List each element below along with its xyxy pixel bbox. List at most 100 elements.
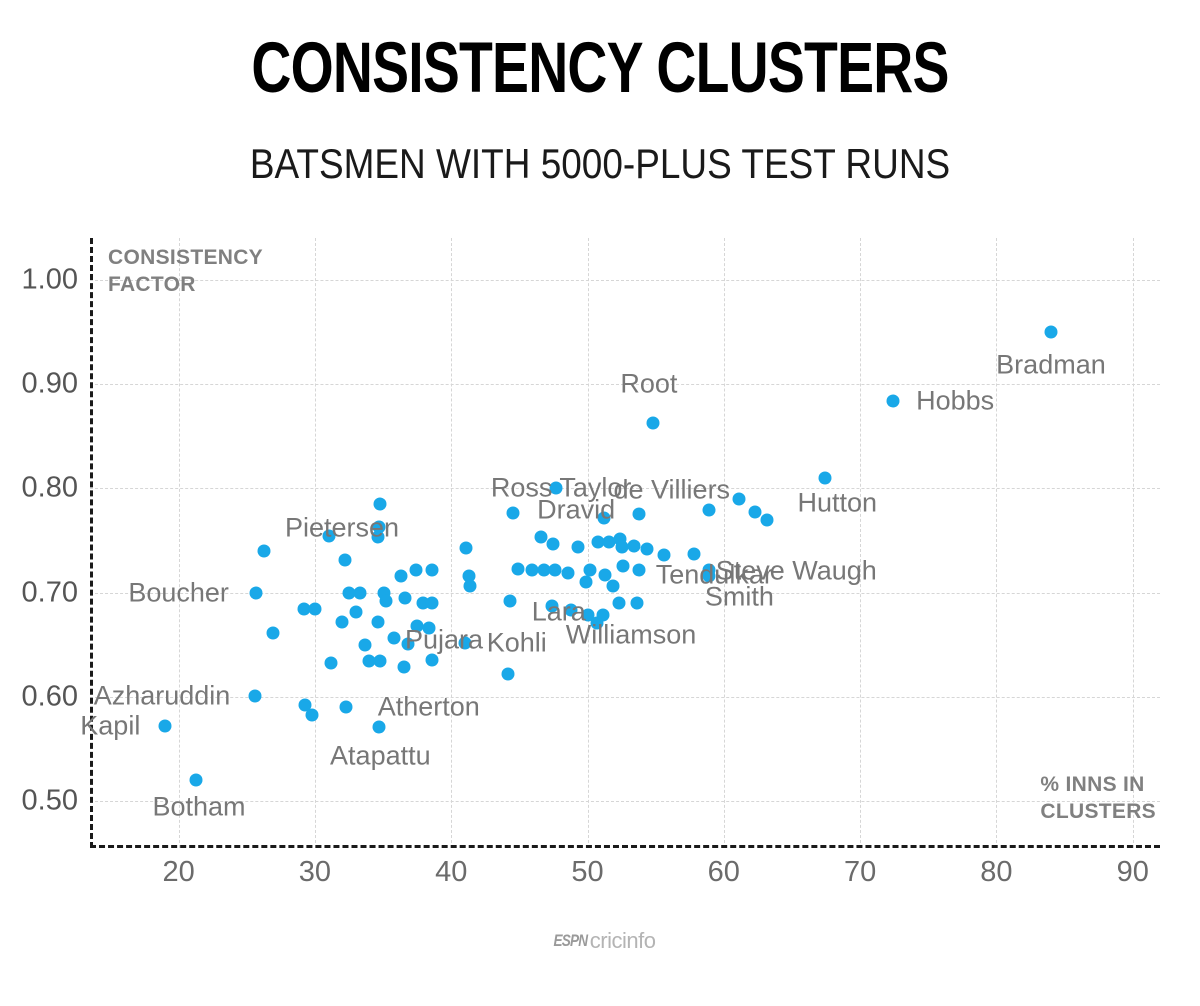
point-label-kohli: Kohli — [486, 627, 547, 658]
data-point-smith — [702, 569, 716, 583]
y-axis-tick-label: 0.50 — [21, 784, 78, 817]
x-axis-tick-label: 30 — [298, 856, 332, 888]
point-label-pietersen: Pietersen — [285, 512, 400, 543]
data-point-azharuddin — [248, 689, 262, 703]
point-label-root: Root — [620, 368, 678, 399]
data-point — [545, 599, 559, 613]
data-point — [616, 559, 630, 573]
gridline-horizontal — [90, 279, 1160, 281]
data-point — [397, 660, 410, 674]
x-axis-label: % INNS IN CLUSTERS — [1040, 773, 1156, 823]
gridline-vertical — [314, 238, 316, 848]
data-point — [372, 520, 386, 534]
data-point — [373, 654, 387, 668]
data-point — [630, 596, 644, 610]
espncricinfo-logo: ESPN cricinfo — [545, 928, 656, 954]
data-point — [401, 637, 415, 651]
data-point-bradman — [1044, 325, 1058, 339]
espn-wordmark: ESPN — [552, 931, 588, 950]
data-point-tendulkar — [657, 548, 671, 562]
data-point — [525, 563, 539, 577]
data-point — [425, 653, 439, 667]
gridline-horizontal — [90, 592, 1160, 594]
point-label-pujara: Pujara — [404, 624, 483, 655]
data-point — [322, 529, 336, 543]
point-label-de-villiers: de Villiers — [613, 474, 731, 505]
data-point-boucher — [249, 586, 263, 600]
gridline-vertical — [1132, 238, 1134, 848]
y-axis-tick-label: 0.70 — [21, 576, 78, 609]
data-point — [760, 513, 774, 527]
data-point — [583, 563, 597, 577]
x-axis-line — [90, 845, 1160, 848]
data-point — [425, 563, 439, 577]
data-point — [462, 569, 476, 583]
data-point-hobbs — [886, 394, 900, 408]
data-point — [349, 605, 363, 619]
data-point-atapattu — [372, 720, 386, 734]
y-axis-tick-label: 0.60 — [21, 680, 78, 713]
data-point — [335, 615, 349, 629]
point-label-smith: Smith — [704, 581, 774, 612]
data-point — [602, 535, 616, 549]
data-point — [606, 579, 620, 593]
data-point — [561, 566, 575, 580]
data-point-hutton — [818, 471, 832, 485]
data-point — [632, 507, 646, 521]
gridline-horizontal — [90, 383, 1160, 385]
point-label-botham: Botham — [152, 791, 246, 822]
y-axis-label: CONSISTENCY FACTOR — [108, 246, 263, 296]
data-point-root — [646, 416, 660, 430]
point-label-azharuddin: Azharuddin — [93, 680, 231, 711]
data-point — [305, 708, 319, 722]
data-point — [379, 594, 393, 608]
data-point — [398, 591, 412, 605]
point-label-dravid: Dravid — [537, 494, 616, 525]
data-point — [342, 586, 356, 600]
data-point — [591, 535, 605, 549]
x-axis-tick-label: 90 — [1116, 856, 1149, 888]
y-axis-tick-label: 0.80 — [21, 471, 78, 504]
point-label-lara: Lara — [531, 596, 586, 627]
data-point — [394, 569, 408, 583]
data-point — [732, 492, 746, 506]
data-point — [297, 602, 311, 616]
data-point — [358, 638, 372, 652]
data-point — [371, 530, 385, 544]
y-axis-tick-label: 0.90 — [21, 367, 78, 400]
data-point-ross-taylor — [549, 481, 563, 495]
data-point — [612, 596, 626, 610]
scatter-plot-area: 0.50 0.60 0.70 0.80 0.90 1.00 20 30 40 50 60 70 80 9… — [22, 238, 1160, 888]
y-axis-line — [90, 238, 93, 848]
data-point-de-villiers — [597, 511, 611, 525]
point-label-ross-taylor: Ross Taylor — [490, 472, 632, 503]
x-axis-tick-label: 50 — [571, 856, 604, 888]
point-label-kapil: Kapil — [80, 710, 141, 741]
point-label-williamson: Williamson — [565, 619, 697, 650]
data-point — [537, 563, 551, 577]
x-axis-tick-label: 40 — [435, 856, 468, 888]
point-label-hutton: Hutton — [797, 487, 878, 518]
data-point — [409, 563, 423, 577]
data-point — [425, 596, 439, 610]
gridline-vertical — [178, 238, 180, 848]
data-point-botham — [189, 773, 203, 787]
data-point — [598, 568, 612, 582]
data-point — [534, 530, 548, 544]
data-point — [353, 586, 367, 600]
data-point — [266, 626, 280, 640]
data-point — [422, 621, 436, 635]
x-axis-tick-label: 70 — [843, 856, 877, 888]
point-label-atapattu: Atapattu — [330, 740, 431, 771]
data-point — [632, 563, 646, 577]
gridline-vertical — [723, 238, 725, 848]
data-point — [459, 541, 473, 555]
chart-title: CONSISTENCY CLUSTERS — [251, 29, 949, 108]
data-point — [371, 615, 385, 629]
data-point-pietersen — [373, 497, 387, 511]
data-point — [615, 540, 629, 554]
data-point — [702, 503, 716, 517]
point-label-hobbs: Hobbs — [916, 385, 995, 416]
data-point — [546, 537, 560, 551]
